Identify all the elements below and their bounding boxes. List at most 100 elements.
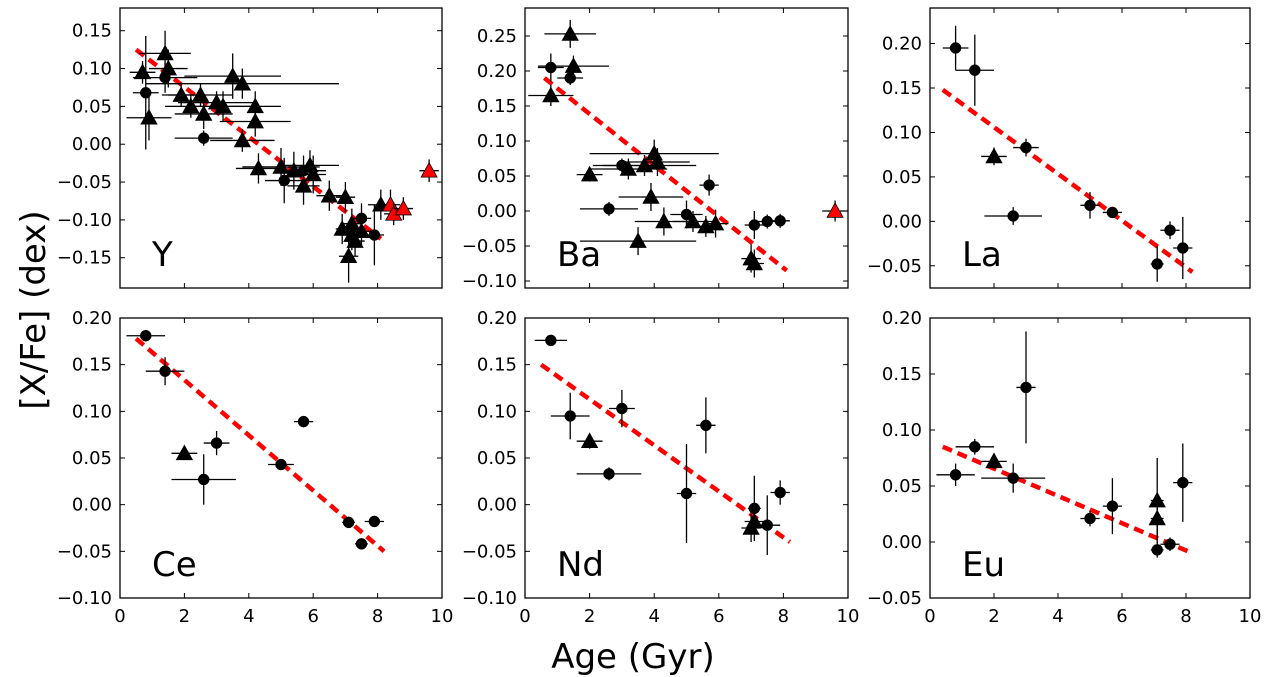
circle-point [355, 538, 368, 550]
triangle-point [542, 86, 560, 103]
y-tick-label: −0.05 [867, 588, 922, 609]
circle-point [197, 473, 210, 486]
panel-label: Y [151, 235, 173, 275]
triangle-point [175, 444, 194, 461]
circle-point [949, 469, 962, 481]
y-tick-label: 0.00 [477, 495, 517, 516]
y-tick-label: 0.15 [72, 21, 112, 42]
panel-la: −0.05 0.00 0.05 0.10 0.15 0.20 La [867, 7, 1251, 289]
panels: −0.15 −0.10 −0.05 0.00 0.05 0.10 0.15 Y −0.10 −0.… [57, 7, 1261, 627]
circle-point [603, 468, 615, 480]
triangle-point [140, 108, 158, 125]
circle-point [1164, 538, 1176, 550]
fit-line [941, 444, 1194, 556]
x-tick-label: 4 [1052, 606, 1063, 627]
data-layer [126, 30, 439, 283]
triangle-point [133, 63, 152, 80]
plot-frame [119, 317, 443, 599]
panel-label: Nd [557, 545, 604, 585]
circle-point [545, 334, 557, 347]
y-tick-label: 0.05 [72, 96, 112, 117]
fit-line [134, 47, 383, 241]
triangle-point [648, 153, 667, 169]
x-tick-label: 2 [988, 606, 999, 627]
x-tick-label: 10 [837, 606, 860, 627]
circle-point [1084, 199, 1096, 212]
y-tick-label: −0.05 [867, 256, 922, 277]
y-tick-label: −0.15 [57, 248, 112, 269]
circle-point [1151, 544, 1163, 556]
circle-point [616, 402, 628, 415]
panel-ba: −0.10 −0.05 0.00 0.05 0.10 0.15 0.20 0.25 Ba [462, 7, 849, 292]
circle-point [1164, 224, 1176, 236]
circle-point [774, 215, 786, 227]
triangle-point [233, 74, 252, 91]
circle-point [159, 365, 171, 377]
x-tick-label: 8 [1180, 606, 1191, 627]
data-layer [936, 331, 1194, 558]
circle-point [969, 441, 981, 453]
y-tick-label: 0.00 [882, 211, 922, 232]
circle-point [1020, 141, 1032, 154]
fit-line [542, 76, 789, 273]
x-tick-label: 0 [519, 606, 530, 627]
circle-point [1106, 206, 1119, 219]
circle-point [197, 132, 210, 144]
y-tick-label: 0.20 [477, 308, 517, 329]
y-tick-label: −0.10 [57, 588, 112, 609]
triangle-point [246, 112, 264, 129]
x-tick-label: 2 [179, 606, 190, 627]
triangle-point [352, 222, 371, 239]
triangle-point [156, 44, 174, 61]
y-tick-label: −0.05 [462, 236, 517, 257]
circle-point [680, 487, 693, 500]
circle-point [545, 61, 557, 74]
circle-point [1151, 258, 1163, 270]
fit-line [539, 362, 792, 544]
x-tick-label: 6 [1116, 606, 1127, 627]
plot-frame [929, 7, 1251, 289]
x-tick-label: 0 [924, 606, 935, 627]
triangle-point [272, 158, 290, 174]
circle-point [210, 437, 223, 449]
x-tick-label: 10 [431, 606, 454, 627]
x-tick-label: 2 [584, 606, 595, 627]
fit-line [134, 336, 386, 554]
triangle-point [394, 199, 413, 216]
triangle-point [343, 214, 361, 231]
y-tick-label: 0.10 [72, 59, 112, 80]
circle-point [700, 419, 712, 432]
triangle-point [580, 165, 599, 182]
y-tick-label: −0.05 [57, 172, 112, 193]
triangle-point [985, 147, 1003, 164]
y-tick-label: 0.20 [882, 34, 922, 55]
triangle-point [336, 188, 355, 204]
y-tick-label: 0.10 [477, 131, 517, 152]
panel-label: Ba [557, 235, 601, 275]
y-tick-label: 0.15 [882, 364, 922, 385]
x-tick-label: 8 [778, 606, 789, 627]
data-layer [941, 25, 1194, 282]
y-tick-label: 0.00 [72, 134, 112, 155]
circle-point [969, 64, 981, 76]
plot-frame [929, 317, 1251, 599]
y-tick-label: 0.15 [72, 355, 112, 376]
y-tick-label: 0.15 [477, 96, 517, 117]
circle-point [1020, 381, 1032, 394]
triangle-point [706, 214, 725, 231]
y-tick-label: 0.20 [882, 308, 922, 329]
triangle-point [580, 432, 599, 449]
triangle-point [339, 247, 358, 264]
panel-label: Eu [962, 545, 1005, 585]
circle-point [342, 516, 355, 529]
y-tick-label: −0.10 [462, 588, 517, 609]
circle-point [368, 229, 381, 241]
circle-point [761, 519, 773, 531]
triangle-point [655, 212, 673, 229]
y-tick-label: 0.05 [477, 448, 517, 469]
triangle-point [745, 254, 764, 271]
y-tick-label: −0.05 [57, 541, 112, 562]
triangle-point [346, 232, 364, 248]
data-layer [528, 19, 848, 278]
